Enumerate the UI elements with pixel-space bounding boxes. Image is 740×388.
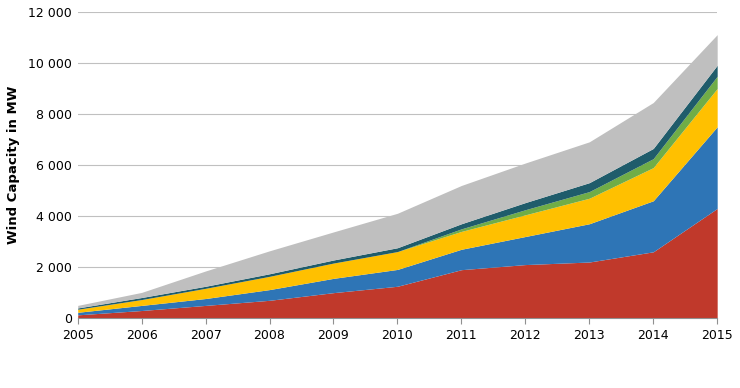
Y-axis label: Wind Capacity in MW: Wind Capacity in MW — [7, 86, 20, 244]
